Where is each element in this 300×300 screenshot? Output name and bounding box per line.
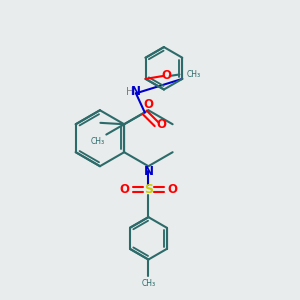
Text: O: O [120,183,130,196]
Text: H: H [126,87,133,97]
Text: N: N [131,85,141,98]
Text: CH₃: CH₃ [187,70,201,79]
Text: O: O [144,98,154,111]
Text: N: N [144,165,154,178]
Text: CH₃: CH₃ [141,279,155,288]
Text: S: S [144,183,153,196]
Text: CH₃: CH₃ [91,136,105,146]
Text: O: O [157,118,167,131]
Text: O: O [167,183,177,196]
Text: O: O [162,69,172,82]
